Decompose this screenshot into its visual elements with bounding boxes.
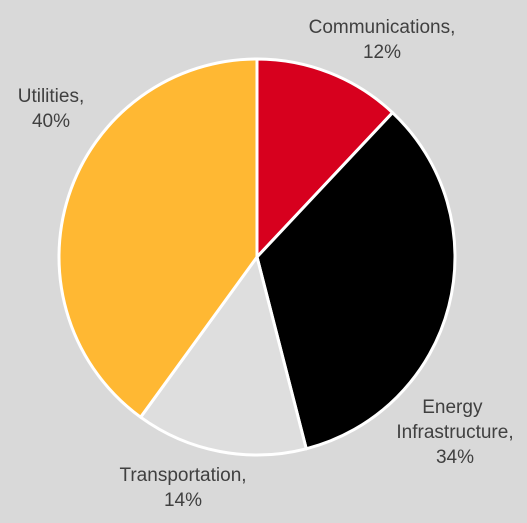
slice-value-label: 14%: [164, 490, 202, 511]
pie-slice: [139, 255, 308, 457]
slice-label: Energy Infrastructure,: [396, 397, 513, 443]
slice-value-label: 40%: [32, 111, 70, 132]
slice-label-line: Infrastructure,: [396, 422, 513, 443]
pie-slice: [255, 57, 395, 259]
pie-slice: [57, 57, 259, 419]
slice-value-label: 12%: [363, 42, 401, 63]
slice-label: Utilities,: [18, 86, 85, 107]
slice-label: Transportation,: [119, 465, 246, 486]
pie-slice: [255, 111, 457, 451]
slice-label-line: Energy: [422, 397, 487, 418]
slice-label: Communications,: [309, 17, 456, 38]
slice-value-label: 34%: [436, 447, 474, 468]
